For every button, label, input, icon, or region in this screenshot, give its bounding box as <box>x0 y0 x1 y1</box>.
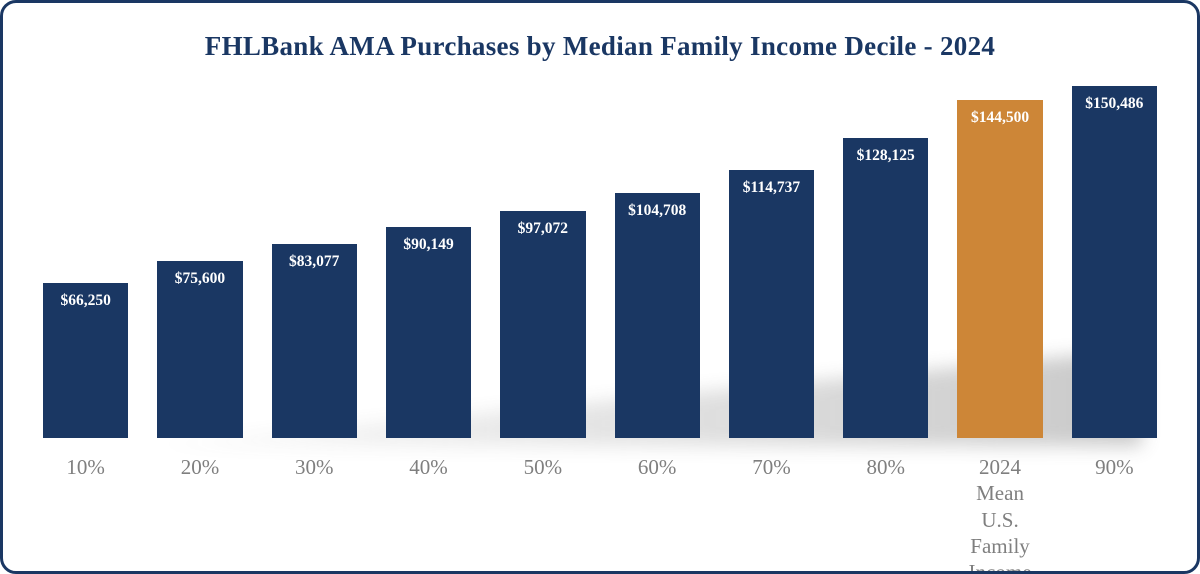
bar-value-label: $114,737 <box>742 179 801 196</box>
bar-4: $90,149 <box>385 227 472 438</box>
bar-value-label: $128,125 <box>856 147 915 164</box>
bar-value-label: $150,486 <box>1085 95 1144 112</box>
bar-value-label: $97,072 <box>517 220 569 237</box>
x-axis-labels: 10% 20% 30% 40% 50% 60% 70% 80% 2024 Mean U.S. F… <box>3 454 1197 574</box>
bar-1: $66,250 <box>43 283 129 438</box>
bar-8: $128,125 <box>843 138 929 438</box>
bar-value-label: $104,708 <box>628 202 687 219</box>
bar-2: $75,600 <box>157 261 243 438</box>
x-axis-label: 2024 Mean U.S. Family Income <box>968 455 1032 574</box>
bar-value-label: $144,500 <box>970 109 1030 126</box>
bar-value-label: $75,600 <box>174 270 226 287</box>
bar-5: $97,072 <box>500 211 586 438</box>
x-axis-label: 20% <box>180 455 220 479</box>
x-axis-label: 40% <box>409 455 448 479</box>
x-axis-label: 60% <box>637 455 677 479</box>
chart-title: FHLBank AMA Purchases by Median Family I… <box>204 31 996 61</box>
x-axis-label: 30% <box>294 455 334 479</box>
bars-container: $66,250 $75,600 $83,077 $90,149 $97,072 $104,… <box>3 62 1197 438</box>
bar-value-label: $66,250 <box>60 292 111 309</box>
x-axis-label: 50% <box>523 455 563 479</box>
x-axis-label: 90% <box>1095 455 1134 479</box>
bar-9: $144,500 <box>957 100 1043 438</box>
bar-3: $83,077 <box>271 244 357 438</box>
bar-value-label: $83,077 <box>289 253 340 270</box>
bar-value-label: $90,149 <box>403 236 454 253</box>
bar-10: $150,486 <box>1071 86 1157 438</box>
x-axis-label: 10% <box>66 455 105 479</box>
bar-7: $114,737 <box>728 170 815 438</box>
plot-area: $66,250 $75,600 $83,077 $90,149 $97,072 $104,… <box>3 62 1197 446</box>
x-axis-label: 80% <box>866 455 905 479</box>
x-axis-label: 70% <box>752 455 791 479</box>
bar-6: $104,708 <box>614 193 700 438</box>
